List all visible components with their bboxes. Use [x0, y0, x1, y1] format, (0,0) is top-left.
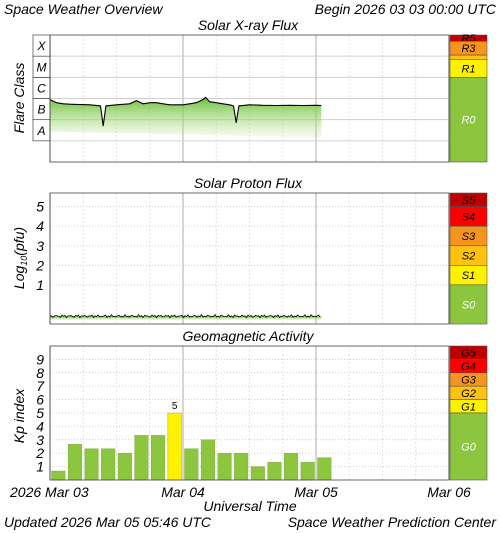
kp-y-tick-6: 6 — [36, 392, 44, 408]
scale-label-G3: G3 — [461, 375, 477, 387]
scale-label-S2: S2 — [462, 251, 475, 263]
proton-fill — [50, 316, 322, 320]
kp-bar-0 — [51, 470, 66, 481]
xray-panel-title: Solar X-ray Flux — [198, 17, 299, 33]
kp-bar-16 — [317, 457, 332, 481]
kp-bar-10 — [217, 453, 232, 481]
scale-label-S3: S3 — [462, 231, 476, 243]
scale-segment-G0 — [449, 412, 488, 481]
kp-y-tick-1: 1 — [36, 459, 44, 475]
flare-class-label-A: A — [36, 124, 45, 138]
proton-y-tick-3: 3 — [36, 238, 44, 254]
flare-class-label-X: X — [36, 39, 46, 53]
geomag-panel-title: Geomagnetic Activity — [183, 328, 315, 344]
kp-bar-9 — [200, 439, 215, 481]
xray-trace — [49, 96, 322, 127]
prediction-center: Space Weather Prediction Center — [288, 514, 498, 530]
proton-y-tick-2: 2 — [35, 257, 44, 273]
scale-segment-S0 — [449, 284, 488, 325]
kp-bar-7 — [167, 412, 182, 481]
kp-y-tick-4: 4 — [36, 418, 44, 434]
panel-1 — [49, 192, 450, 325]
scale-segment-R0 — [449, 77, 488, 163]
proton-ylabel-tail: (pfu) — [11, 227, 27, 256]
begin-time: Begin 2026 03 03 00:00 UTC — [315, 1, 497, 17]
flare-class-label-M: M — [37, 60, 47, 74]
scale-label-S4: S4 — [462, 211, 475, 223]
kp-y-tick-2: 2 — [35, 445, 44, 461]
scale-label-R1: R1 — [461, 63, 475, 75]
proton-y-tick-5: 5 — [36, 199, 44, 215]
kp-bar-15 — [300, 461, 315, 481]
scale-label-G5: G5 — [461, 348, 477, 360]
proton-ylabel-main: Log — [11, 266, 27, 290]
kp-bar-8 — [184, 448, 199, 481]
kp-bar-3 — [101, 448, 116, 481]
kp-bar-2 — [84, 448, 99, 481]
scale-label-G0: G0 — [461, 442, 477, 454]
proton-ylabel: Log10(pfu) — [11, 227, 29, 289]
kp-bar-14 — [284, 453, 299, 481]
kp-ylabel: Kp index — [11, 388, 27, 443]
x-tick-label-1: Mar 04 — [161, 484, 205, 500]
scale-bar-1: S5 S4 S3 S2 S1 S0 — [449, 192, 488, 325]
proton-ylabel-sub: 10 — [19, 256, 29, 266]
proton-panel-title: Solar Proton Flux — [194, 175, 303, 191]
scale-label-S5: S5 — [462, 195, 476, 207]
x-tick-label-3: Mar 06 — [427, 484, 471, 500]
plot-border-2 — [49, 345, 450, 481]
flare-class-label-B: B — [37, 103, 45, 117]
kp-bar-1 — [67, 444, 82, 481]
kp-bar-13 — [267, 461, 282, 481]
kp-bar-annotation: 5 — [172, 401, 178, 412]
kp-bar-11 — [234, 453, 249, 481]
proton-y-tick-4: 4 — [36, 218, 44, 234]
x-axis-title: Universal Time — [203, 498, 296, 514]
scale-label-S1: S1 — [462, 270, 475, 282]
kp-bar-5 — [134, 435, 149, 481]
plot-border-0 — [49, 34, 450, 163]
proton-trace — [49, 313, 321, 319]
x-tick-label-0: 2026 Mar 03 — [9, 484, 89, 500]
plot-border-1 — [49, 192, 450, 325]
xray-ylabel: Flare Class — [11, 63, 27, 134]
kp-bar-12 — [250, 466, 265, 481]
kp-y-tick-9: 9 — [36, 351, 44, 367]
kp-y-tick-7: 7 — [36, 378, 45, 394]
kp-bar-6 — [151, 435, 166, 481]
scale-label-G4: G4 — [461, 361, 476, 373]
flare-class-label-C: C — [37, 81, 46, 95]
overview-title: Space Weather Overview — [4, 1, 163, 17]
panel-2 — [49, 345, 450, 481]
scale-label-G1: G1 — [461, 401, 476, 413]
proton-y-tick-1: 1 — [36, 277, 44, 293]
updated-time: Updated 2026 Mar 05 05:46 UTC — [4, 514, 212, 530]
scale-label-S0: S0 — [462, 299, 476, 311]
scale-label-R0: R0 — [461, 115, 476, 127]
xray-fill — [50, 97, 322, 138]
kp-y-tick-5: 5 — [36, 405, 44, 421]
panel-0 — [32, 34, 450, 163]
scale-segment-2 — [449, 54, 488, 60]
scale-label-G2: G2 — [461, 388, 476, 400]
x-tick-label-2: Mar 05 — [294, 484, 338, 500]
scale-label-R3: R3 — [461, 43, 476, 55]
kp-y-tick-3: 3 — [36, 432, 44, 448]
kp-bar-4 — [117, 453, 132, 481]
kp-y-tick-8: 8 — [36, 365, 44, 381]
